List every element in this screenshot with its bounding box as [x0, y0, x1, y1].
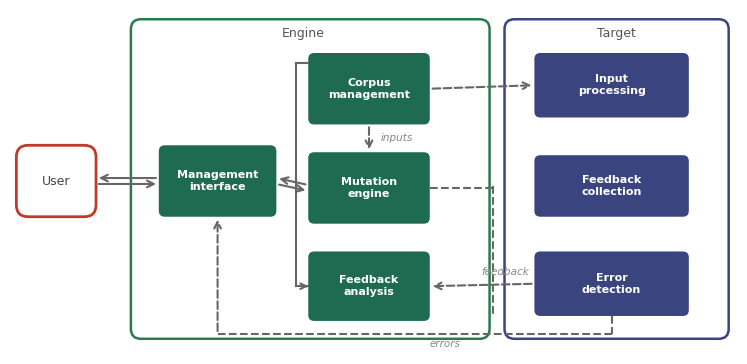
- Text: inputs: inputs: [381, 133, 413, 143]
- FancyBboxPatch shape: [534, 155, 689, 217]
- Text: Engine: Engine: [282, 27, 324, 40]
- FancyBboxPatch shape: [159, 145, 276, 217]
- Text: Error
detection: Error detection: [582, 273, 641, 295]
- Text: Feedback
analysis: Feedback analysis: [339, 275, 399, 297]
- FancyBboxPatch shape: [309, 252, 430, 321]
- Text: Management
interface: Management interface: [177, 170, 258, 192]
- FancyBboxPatch shape: [534, 252, 689, 316]
- FancyBboxPatch shape: [534, 53, 689, 118]
- Text: errors: errors: [429, 339, 460, 349]
- FancyBboxPatch shape: [309, 53, 430, 124]
- FancyBboxPatch shape: [309, 152, 430, 224]
- Text: feedback: feedback: [482, 267, 530, 277]
- Text: Input
processing: Input processing: [577, 74, 645, 96]
- Text: Corpus
management: Corpus management: [328, 78, 410, 100]
- Text: Feedback
collection: Feedback collection: [581, 175, 642, 197]
- Text: User: User: [42, 174, 70, 187]
- Text: Mutation
engine: Mutation engine: [341, 177, 397, 199]
- Text: Target: Target: [597, 27, 636, 40]
